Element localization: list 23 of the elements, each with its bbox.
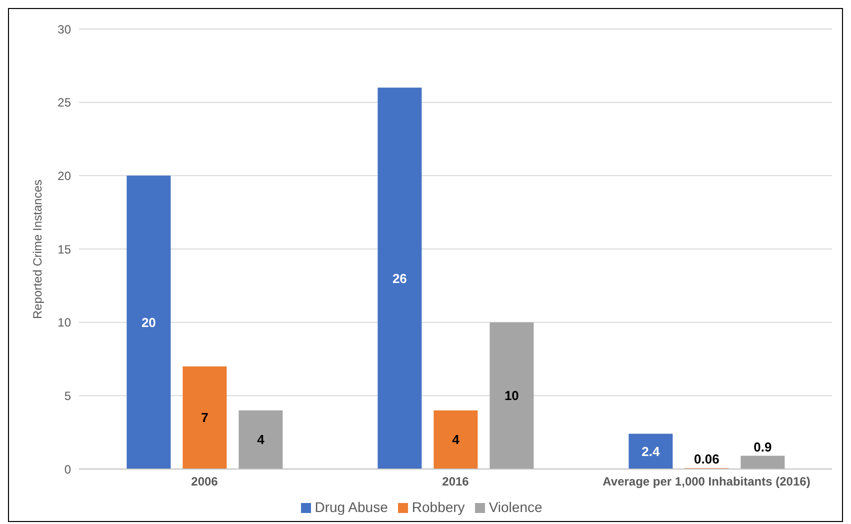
data-label: 4: [257, 432, 266, 448]
y-tick-label: 30: [58, 22, 72, 36]
legend-label: Drug Abuse: [314, 499, 388, 515]
y-tick-label: 15: [58, 242, 72, 256]
y-tick-label: 25: [58, 96, 72, 110]
y-tick-label: 10: [58, 316, 72, 330]
y-tick-label: 5: [64, 388, 72, 403]
y-tick-label: 0: [64, 462, 72, 476]
legend-label: Violence: [488, 499, 542, 515]
data-label: 2.4: [642, 444, 660, 459]
y-tick-label: 20: [58, 168, 72, 183]
data-label: 7: [201, 410, 208, 426]
x-tick-label: 2006: [191, 474, 218, 489]
data-label: 10: [504, 388, 519, 404]
data-label: 0.06: [694, 452, 720, 467]
data-label: 26: [392, 270, 407, 286]
y-axis-title: Reported Crime Instances: [30, 180, 44, 319]
data-label: 4: [452, 432, 460, 448]
legend-label: Robbery: [412, 499, 465, 515]
x-tick-label: 2016: [442, 474, 470, 489]
data-label: 0.9: [754, 439, 772, 454]
x-tick-label: Average per 1,000 Inhabitants (2016): [602, 474, 810, 489]
data-label: 20: [141, 314, 156, 330]
